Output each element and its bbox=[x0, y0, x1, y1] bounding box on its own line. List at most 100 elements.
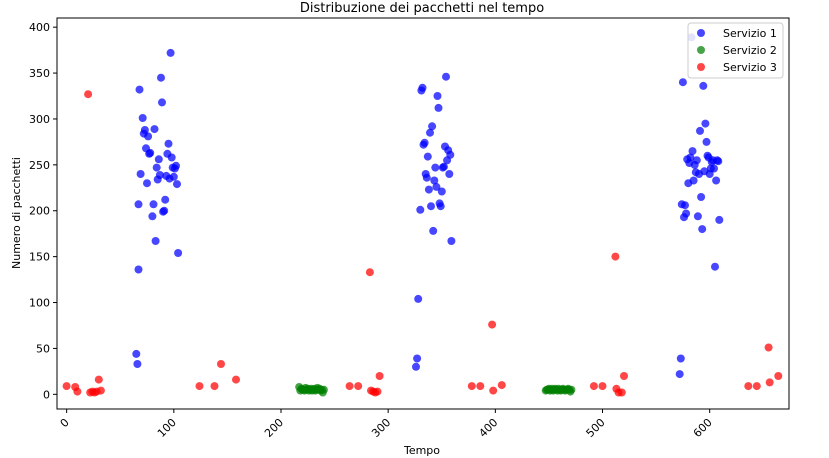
point-servizio-1-26 bbox=[161, 196, 169, 204]
point-servizio-1-94 bbox=[699, 82, 707, 90]
point-servizio-1-73 bbox=[677, 355, 685, 363]
point-servizio-1-42 bbox=[416, 206, 424, 214]
point-servizio-1-84 bbox=[689, 147, 697, 155]
point-servizio-1-22 bbox=[157, 74, 165, 82]
point-servizio-1-31 bbox=[167, 49, 175, 57]
point-servizio-3-16 bbox=[366, 268, 374, 276]
point-servizio-1-5 bbox=[137, 170, 145, 178]
point-servizio-1-34 bbox=[170, 173, 178, 181]
point-servizio-1-54 bbox=[429, 227, 437, 235]
point-servizio-1-17 bbox=[152, 237, 160, 245]
point-servizio-1-92 bbox=[697, 193, 705, 201]
point-servizio-3-3 bbox=[84, 90, 92, 98]
point-servizio-3-2 bbox=[73, 388, 81, 396]
point-servizio-1-18 bbox=[153, 164, 161, 172]
x-axis-label: Tempo bbox=[403, 444, 440, 457]
point-servizio-3-10 bbox=[196, 382, 204, 390]
point-servizio-1-41 bbox=[414, 295, 422, 303]
point-servizio-1-108 bbox=[714, 157, 722, 165]
point-servizio-1-72 bbox=[676, 370, 684, 378]
point-servizio-1-29 bbox=[165, 140, 173, 148]
legend-label-servizio-3: Servizio 3 bbox=[723, 61, 777, 74]
point-servizio-1-38 bbox=[174, 249, 182, 257]
point-servizio-1-14 bbox=[148, 212, 156, 220]
point-servizio-1-32 bbox=[168, 154, 176, 162]
point-servizio-1-85 bbox=[690, 177, 698, 185]
point-servizio-3-24 bbox=[488, 321, 496, 329]
point-servizio-3-32 bbox=[618, 389, 626, 397]
point-servizio-1-96 bbox=[701, 120, 709, 128]
point-servizio-1-23 bbox=[158, 98, 166, 106]
point-servizio-3-36 bbox=[765, 344, 773, 352]
point-servizio-3-26 bbox=[498, 381, 506, 389]
x-tick-label-600: 600 bbox=[691, 416, 715, 440]
point-servizio-1-50 bbox=[425, 186, 433, 194]
point-servizio-1-40 bbox=[413, 355, 421, 363]
legend-marker-servizio-1 bbox=[697, 29, 705, 37]
y-tick-label-0: 0 bbox=[43, 388, 50, 401]
point-servizio-1-2 bbox=[135, 266, 143, 274]
point-servizio-1-0 bbox=[132, 350, 140, 358]
point-servizio-3-33 bbox=[620, 372, 628, 380]
point-servizio-1-70 bbox=[446, 151, 454, 159]
point-servizio-1-13 bbox=[146, 149, 154, 157]
point-servizio-1-71 bbox=[447, 237, 455, 245]
point-servizio-3-15 bbox=[354, 382, 362, 390]
point-servizio-1-56 bbox=[431, 164, 439, 172]
point-servizio-3-38 bbox=[774, 372, 782, 380]
y-tick-label-300: 300 bbox=[29, 113, 50, 126]
point-servizio-3-13 bbox=[232, 376, 240, 384]
point-servizio-1-58 bbox=[434, 92, 442, 100]
point-servizio-1-105 bbox=[711, 263, 719, 271]
point-servizio-1-61 bbox=[437, 202, 445, 210]
point-servizio-1-89 bbox=[694, 212, 702, 220]
y-tick-label-250: 250 bbox=[29, 159, 50, 172]
point-servizio-1-75 bbox=[679, 78, 687, 86]
point-servizio-1-62 bbox=[438, 188, 446, 196]
point-servizio-1-91 bbox=[696, 127, 704, 135]
point-servizio-1-4 bbox=[135, 200, 143, 208]
point-servizio-3-8 bbox=[95, 376, 103, 384]
point-servizio-1-10 bbox=[143, 179, 151, 187]
point-servizio-3-27 bbox=[590, 382, 598, 390]
point-servizio-1-39 bbox=[412, 363, 420, 371]
x-tick-label-500: 500 bbox=[584, 416, 608, 440]
x-tick-label-200: 200 bbox=[262, 416, 286, 440]
point-servizio-1-104 bbox=[710, 165, 718, 173]
point-servizio-1-49 bbox=[424, 153, 432, 161]
y-tick-label-150: 150 bbox=[29, 251, 50, 264]
x-tick-label-0: 0 bbox=[58, 416, 72, 430]
point-servizio-3-34 bbox=[744, 382, 752, 390]
point-servizio-1-20 bbox=[155, 155, 163, 163]
point-servizio-1-52 bbox=[427, 202, 435, 210]
point-servizio-1-1 bbox=[133, 360, 141, 368]
point-servizio-1-6 bbox=[139, 114, 147, 122]
point-servizio-1-3 bbox=[136, 86, 144, 94]
point-servizio-1-69 bbox=[445, 170, 453, 178]
y-tick-label-100: 100 bbox=[29, 297, 50, 310]
point-servizio-1-46 bbox=[421, 139, 429, 147]
point-servizio-3-25 bbox=[489, 387, 497, 395]
point-servizio-3-9 bbox=[97, 387, 105, 395]
legend-label-servizio-2: Servizio 2 bbox=[723, 44, 777, 57]
x-tick-label-100: 100 bbox=[155, 416, 179, 440]
point-servizio-1-59 bbox=[435, 104, 443, 112]
point-servizio-1-109 bbox=[715, 216, 723, 224]
point-servizio-1-77 bbox=[681, 201, 689, 209]
point-servizio-3-14 bbox=[346, 382, 354, 390]
point-servizio-2-23 bbox=[320, 386, 328, 394]
legend: Servizio 1 Servizio 2 Servizio 3 bbox=[688, 23, 783, 78]
point-servizio-1-78 bbox=[682, 210, 690, 218]
point-servizio-1-16 bbox=[151, 125, 159, 133]
legend-label-servizio-1: Servizio 1 bbox=[723, 27, 777, 40]
point-servizio-3-35 bbox=[753, 382, 761, 390]
y-tick-label-400: 400 bbox=[29, 21, 50, 34]
point-servizio-1-106 bbox=[712, 177, 720, 185]
legend-marker-servizio-2 bbox=[697, 46, 705, 54]
point-servizio-1-66 bbox=[442, 73, 450, 81]
point-servizio-3-12 bbox=[217, 360, 225, 368]
point-servizio-3-23 bbox=[476, 382, 484, 390]
point-servizio-3-20 bbox=[374, 388, 382, 396]
point-servizio-1-97 bbox=[703, 138, 711, 146]
